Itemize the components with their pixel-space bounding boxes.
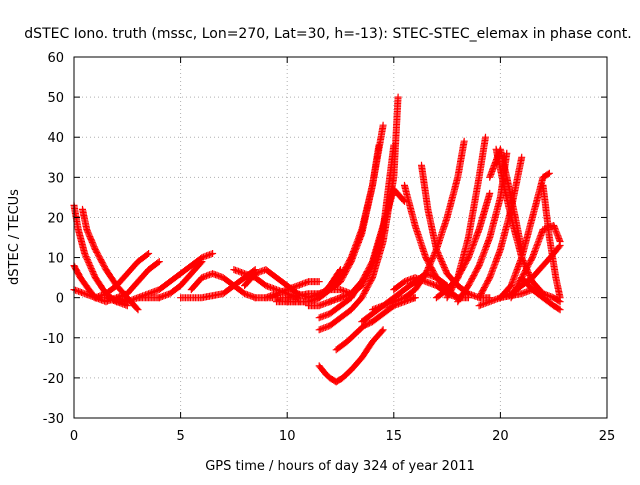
y-tick-label: 10 [47,252,64,267]
y-tick-label: 60 [47,51,64,66]
data-layer [71,94,564,386]
x-tick-label: 10 [279,429,296,444]
x-tick-label: 25 [599,429,616,444]
x-tick-label: 15 [386,429,403,444]
chart-title: dSTEC Iono. truth (mssc, Lon=270, Lat=30… [24,26,631,42]
y-tick-label: 0 [56,292,64,307]
y-tick-label: 20 [47,211,64,226]
y-tick-label: -20 [43,372,64,387]
tick-layer: 0 5 10 15 20 25 -30 -20 -10 0 10 20 30 40 50 60 [43,51,616,444]
y-tick-label: -10 [43,332,64,347]
x-tick-label: 20 [492,429,509,444]
x-tick-label: 0 [70,429,78,444]
y-tick-label: 50 [47,91,64,106]
x-axis-label: GPS time / hours of day 324 of year 2011 [205,459,475,474]
y-axis-label: dSTEC / TECUs [7,189,22,285]
y-tick-label: -30 [43,412,64,427]
x-tick-label: 5 [176,429,184,444]
y-tick-label: 40 [47,131,64,146]
y-tick-label: 30 [47,171,64,186]
